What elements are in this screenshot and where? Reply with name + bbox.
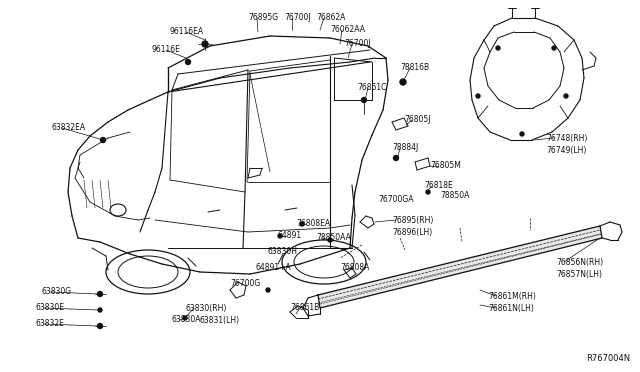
Text: 63831(LH): 63831(LH)	[200, 315, 240, 324]
Circle shape	[266, 288, 270, 292]
Circle shape	[362, 97, 367, 103]
Text: 76700J: 76700J	[284, 13, 310, 22]
Circle shape	[520, 132, 524, 136]
Circle shape	[98, 308, 102, 312]
Circle shape	[394, 155, 399, 160]
Text: 78850AA: 78850AA	[316, 234, 351, 243]
Text: 76895G: 76895G	[248, 13, 278, 22]
Text: 76805J: 76805J	[404, 115, 431, 125]
Text: 76861C: 76861C	[357, 83, 387, 93]
Circle shape	[278, 234, 282, 238]
Text: 63830A: 63830A	[172, 315, 202, 324]
Circle shape	[426, 190, 430, 194]
Text: 64891+A: 64891+A	[256, 263, 292, 273]
Text: 76700GA: 76700GA	[378, 196, 413, 205]
Text: 76700G: 76700G	[230, 279, 260, 289]
Text: 96116EA: 96116EA	[170, 28, 204, 36]
Text: 63832EA: 63832EA	[52, 124, 86, 132]
Text: 63832E: 63832E	[36, 320, 65, 328]
Text: 78816B: 78816B	[400, 64, 429, 73]
Circle shape	[186, 60, 191, 64]
Circle shape	[564, 94, 568, 98]
Text: 64891: 64891	[278, 231, 302, 241]
Text: 76748(RH): 76748(RH)	[546, 134, 588, 142]
Text: 78884J: 78884J	[392, 144, 419, 153]
Circle shape	[328, 238, 332, 242]
Text: 63830(RH): 63830(RH)	[186, 304, 227, 312]
Text: 76861B: 76861B	[290, 304, 319, 312]
Text: 76818E: 76818E	[424, 182, 452, 190]
Text: 76896(LH): 76896(LH)	[392, 228, 432, 237]
Circle shape	[97, 324, 102, 328]
Text: 76861N(LH): 76861N(LH)	[488, 304, 534, 312]
Circle shape	[300, 222, 304, 226]
Text: 76856N(RH): 76856N(RH)	[556, 257, 603, 266]
Text: 76700J: 76700J	[344, 39, 371, 48]
Text: 63830G: 63830G	[42, 288, 72, 296]
Text: 63830H: 63830H	[268, 247, 298, 257]
Text: 63830E: 63830E	[36, 304, 65, 312]
Text: 76749(LH): 76749(LH)	[546, 145, 586, 154]
Circle shape	[476, 94, 480, 98]
Circle shape	[552, 46, 556, 50]
Circle shape	[496, 46, 500, 50]
Text: 76808EA: 76808EA	[296, 219, 330, 228]
Polygon shape	[318, 226, 602, 308]
Text: 76895(RH): 76895(RH)	[392, 215, 433, 224]
Text: 76861M(RH): 76861M(RH)	[488, 292, 536, 301]
Text: 76808A: 76808A	[340, 263, 369, 273]
Text: 78850A: 78850A	[440, 192, 469, 201]
Circle shape	[97, 292, 102, 296]
Circle shape	[183, 316, 187, 320]
Circle shape	[202, 41, 208, 47]
Text: 96116E: 96116E	[152, 45, 181, 55]
Circle shape	[100, 138, 106, 142]
Text: 76857N(LH): 76857N(LH)	[556, 269, 602, 279]
Text: 76062AA: 76062AA	[330, 26, 365, 35]
Circle shape	[400, 79, 406, 85]
Text: 76862A: 76862A	[316, 13, 346, 22]
Text: 76805M: 76805M	[430, 161, 461, 170]
Text: R767004N: R767004N	[586, 354, 630, 363]
